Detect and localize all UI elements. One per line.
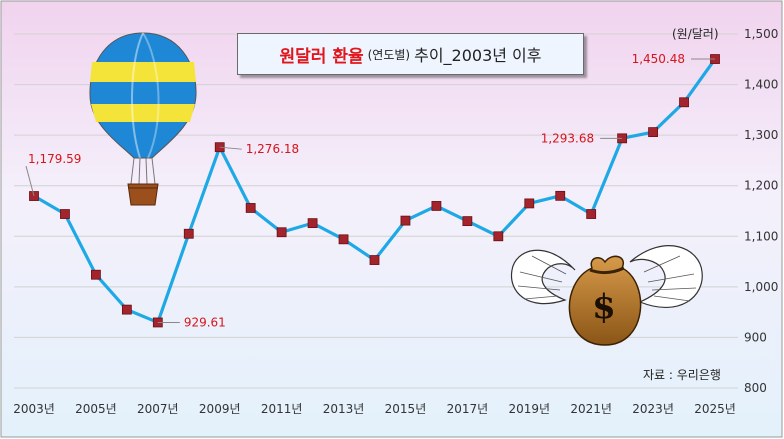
data-point — [431, 201, 442, 211]
y-tick-label: 1,500 — [744, 27, 778, 41]
chart-title: 원달러 환율 — [279, 46, 364, 67]
x-tick-label: 2025년 — [694, 402, 736, 416]
x-tick-label: 2021년 — [570, 402, 612, 416]
data-point — [679, 97, 689, 108]
data-point — [338, 234, 349, 245]
winged-money-bag-illustration: $ — [510, 245, 703, 346]
y-tick-label: 900 — [744, 330, 767, 344]
data-label: 929.61 — [184, 315, 226, 329]
y-tick-label: 1,400 — [744, 78, 778, 92]
x-tick-label: 2019년 — [508, 402, 550, 416]
data-point — [462, 216, 473, 227]
data-label: 1,276.18 — [246, 142, 299, 156]
data-point — [183, 228, 194, 239]
y-tick-label: 800 — [744, 381, 767, 395]
data-point — [555, 190, 566, 201]
data-point — [400, 215, 411, 226]
data-point — [60, 209, 70, 219]
x-tick-label: 2013년 — [323, 402, 365, 416]
decorations: $ — [89, 32, 703, 346]
annotation-leader — [219, 146, 242, 150]
data-point — [586, 209, 597, 219]
x-tick-label: 2011년 — [261, 402, 303, 416]
y-tick-label: 1,000 — [744, 280, 778, 294]
x-tick-label: 2015년 — [385, 402, 427, 416]
chart-subtitle: (연도별) — [367, 47, 411, 62]
y-axis-unit-label: (원/달러) — [672, 27, 719, 41]
annotation-leader — [25, 165, 35, 197]
data-point — [245, 203, 256, 213]
annotations: 1,179.59 929.61 1,276.18 1,293.68 1,450.48 — [25, 52, 715, 329]
data-label: 1,179.59 — [28, 152, 81, 166]
chart-title-suffix: 추이_2003년 이후 — [414, 46, 542, 65]
y-tick-label: 1,200 — [744, 179, 778, 193]
data-point — [307, 218, 318, 229]
chart-title-box: 원달러 환율 (연도별) 추이_2003년 이후 — [237, 33, 584, 75]
source-label: 자료 : 우리은행 — [643, 368, 721, 382]
data-point — [524, 198, 535, 209]
data-label: 1,293.68 — [541, 131, 594, 145]
x-tick-label: 2007년 — [137, 402, 179, 416]
data-label: 1,450.48 — [632, 52, 685, 66]
data-point — [91, 269, 101, 280]
x-tick-label: 2003년 — [13, 402, 55, 416]
y-tick-label: 1,100 — [744, 229, 778, 243]
y-tick-label: 1,300 — [744, 128, 778, 142]
data-point — [369, 255, 380, 265]
axes: 800 900 1,000 1,100 1,200 1,300 1,400 1,500 2003… — [13, 27, 778, 416]
x-tick-label: 2017년 — [447, 402, 489, 416]
hot-air-balloon-illustration — [89, 32, 197, 206]
x-tick-label: 2009년 — [199, 402, 241, 416]
data-point — [276, 227, 287, 238]
svg-text:$: $ — [592, 287, 616, 327]
data-point — [648, 127, 658, 138]
x-tick-label: 2023년 — [632, 402, 674, 416]
data-point — [121, 304, 132, 315]
data-point — [493, 231, 504, 242]
x-tick-label: 2005년 — [75, 402, 117, 416]
